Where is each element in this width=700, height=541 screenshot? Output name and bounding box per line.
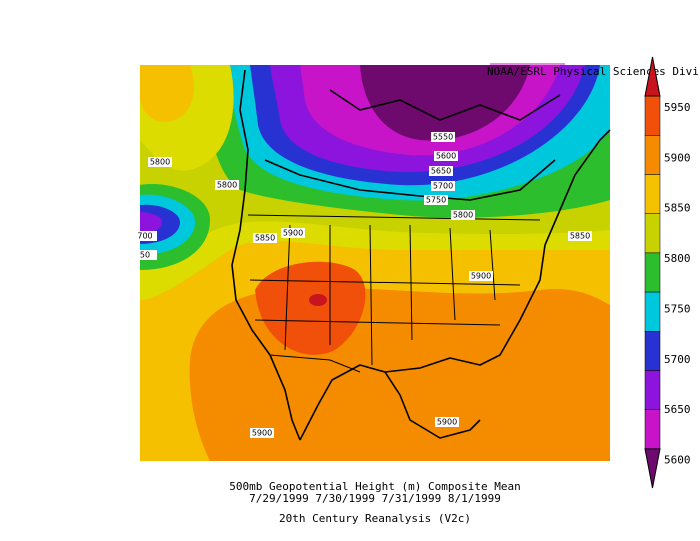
colorbar-band — [644, 174, 661, 214]
contour-label: 5850 — [570, 232, 590, 241]
contour-label: 5800 — [453, 211, 473, 220]
map-field — [140, 65, 610, 461]
contour-labels: 5800 5800 5850 5900 5550 5600 5650 5700 5750 5800… — [133, 132, 592, 438]
contour-label-bg — [435, 417, 459, 427]
contour-label-bg — [215, 180, 239, 190]
colorbar-label: 5650 — [664, 403, 691, 416]
contour-label: 5700 — [433, 182, 453, 191]
colorbar: 5950 5900 5850 5800 5750 5700 5650 5600 — [644, 56, 691, 489]
colorbar-band — [644, 252, 661, 293]
colorbar-label: 5700 — [664, 353, 691, 366]
contour-label-bg — [469, 271, 493, 281]
contour-label: 700 — [137, 232, 152, 241]
colorbar-band — [644, 213, 661, 254]
colorbar-label: 5800 — [664, 252, 691, 265]
contour-label: 5900 — [283, 229, 303, 238]
colorbar-label: 5750 — [664, 302, 691, 315]
colorbar-band — [644, 331, 661, 371]
colorbar-label: 5850 — [664, 202, 691, 215]
contour-label-bg — [133, 250, 157, 260]
contour-label: 5650 — [431, 167, 451, 176]
contour-label: 5900 — [471, 272, 491, 281]
contour-label-bg — [431, 132, 455, 142]
colorbar-band — [644, 291, 661, 332]
caption-title: 500mb Geopotential Height (m) Composite … — [229, 480, 520, 493]
contour-label-bg — [250, 428, 274, 438]
contour-label: 5850 — [255, 234, 275, 243]
contour-label-bg — [253, 233, 277, 243]
colorbar-label: 5950 — [664, 101, 691, 114]
contour-label: 5900 — [437, 418, 457, 427]
colorbar-band — [644, 95, 661, 136]
colorbar-band — [644, 409, 661, 450]
contour-label-bg — [434, 151, 458, 161]
contour-label-bg — [424, 195, 448, 205]
contour-label-bg — [568, 231, 592, 241]
colorbar-band — [644, 370, 661, 410]
contour-label-bg — [431, 181, 455, 191]
contour-label: 5900 — [252, 429, 272, 438]
contour-label: 5800 — [217, 181, 237, 190]
contour-label: 5600 — [436, 152, 456, 161]
colorbar-label: 5600 — [664, 454, 691, 467]
caption-dataset: 20th Century Reanalysis (V2c) — [279, 512, 471, 525]
colorbar-band — [644, 135, 661, 175]
contour-label-bg — [429, 166, 453, 176]
source-label: NOAA/ESRL Physical Sciences Division — [487, 65, 700, 78]
contour-label: 5800 — [150, 158, 170, 167]
contour-label: 50 — [140, 251, 150, 260]
contour-label: 5750 — [426, 196, 446, 205]
caption-dates: 7/29/1999 7/30/1999 7/31/1999 8/1/1999 — [249, 492, 501, 505]
contour-label: 5550 — [433, 133, 453, 142]
coastlines — [231, 69, 611, 441]
contour-label-bg — [148, 157, 172, 167]
colorbar-cap — [644, 448, 661, 489]
contour-label-bg — [133, 231, 157, 241]
colorbar-label: 5900 — [664, 151, 691, 164]
contour-label-bg — [281, 228, 305, 238]
contour-label-bg — [451, 210, 475, 220]
